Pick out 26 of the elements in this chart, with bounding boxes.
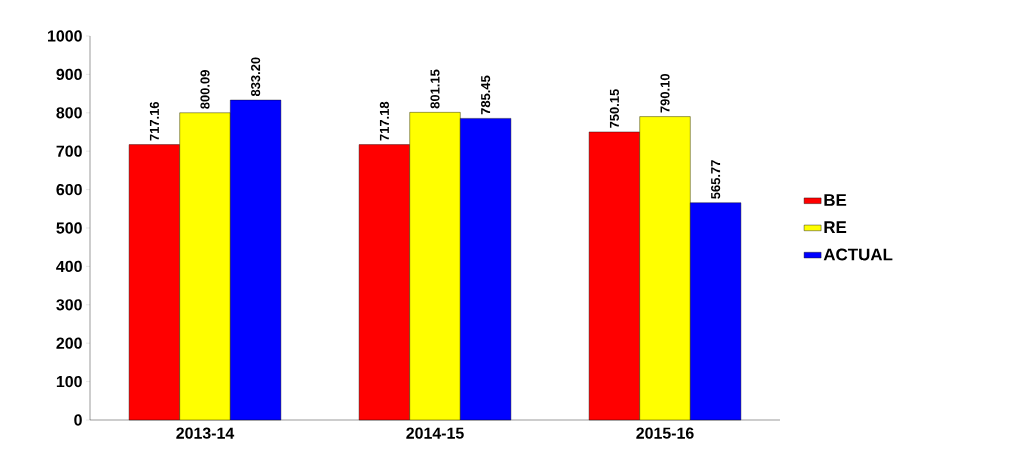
y-tick-label: 200	[56, 337, 82, 349]
y-tick-label: 700	[56, 145, 82, 157]
y-tick-label: 500	[56, 222, 82, 234]
data-label: 833.20	[251, 57, 261, 97]
y-tick-label: 100	[56, 375, 82, 388]
data-label: 790.10	[660, 74, 670, 113]
y-tick-label: 400	[56, 260, 82, 273]
data-label: 785.45	[481, 75, 491, 115]
data-label: 801.15	[430, 69, 440, 109]
y-tick-label: 0	[74, 414, 82, 426]
data-label: 565.77	[711, 160, 721, 199]
y-tick-label: 1000	[48, 30, 82, 42]
x-tick-label: 2013-14	[176, 427, 235, 439]
data-label: 717.18	[379, 101, 389, 141]
y-tick-label: 600	[56, 183, 82, 196]
y-tick-label: 300	[56, 299, 82, 311]
legend-label: BE	[824, 194, 847, 206]
y-tick-label: 800	[56, 107, 82, 119]
legend-label: RE	[824, 221, 847, 233]
y-tick-label: 900	[56, 68, 82, 81]
data-label: 800.09	[200, 70, 210, 109]
x-tick-label: 2015-16	[636, 427, 694, 439]
x-tick-label: 2014-15	[406, 427, 464, 439]
legend-label: ACTUAL	[823, 248, 893, 261]
data-label: 750.15	[609, 89, 619, 128]
data-label: 717.16	[149, 101, 159, 141]
